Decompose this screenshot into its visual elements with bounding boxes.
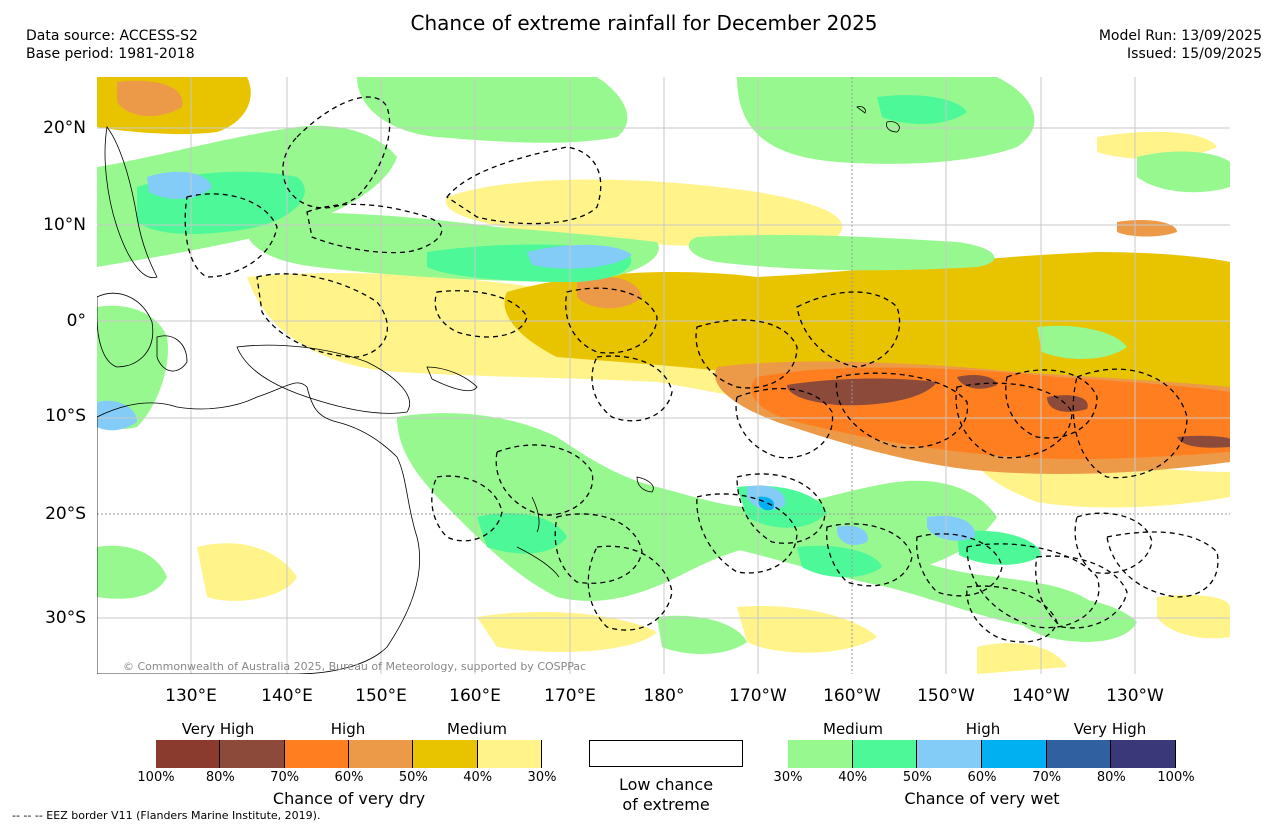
lon-tick-label: 170°E (544, 686, 596, 706)
lat-tick-label: 10°N (43, 215, 86, 235)
lon-tick-label: 150°W (917, 686, 975, 706)
wet-cat-medium: Medium (823, 720, 883, 738)
model-run-label: Model Run: 13/09/2025 (1098, 28, 1262, 44)
data-source-label: Data source: ACCESS-S2 (26, 28, 198, 44)
wet-legend-title: Chance of very wet (904, 789, 1060, 808)
dry-percent-label: 100% (137, 770, 175, 785)
dry-cat-very-high: Very High (181, 720, 255, 738)
neutral-line-2: of extreme (622, 795, 710, 814)
wet-percent-label: 50% (902, 770, 932, 785)
lon-tick-label: 140°W (1012, 686, 1070, 706)
lat-tick-label: 30°S (45, 608, 86, 628)
base-period-label: Base period: 1981-2018 (26, 46, 195, 62)
lon-tick-label: 170°W (729, 686, 787, 706)
wet-color-cell (852, 740, 918, 768)
neutral-line-1: Low chance (618, 775, 714, 794)
lon-tick-label: 140°E (261, 686, 313, 706)
wet-cat-very-high: Very High (1073, 720, 1147, 738)
eez-borders (184, 96, 1219, 643)
wet-medium-light-region (97, 77, 1230, 654)
wet-percent-label: 30% (773, 770, 803, 785)
wet-cat-high: High (965, 720, 1001, 738)
lat-tick-label: 10°S (45, 406, 86, 426)
coastlines (97, 106, 900, 674)
wet-color-cell (1111, 740, 1176, 768)
wet-high-light-region (97, 171, 976, 546)
issued-label: Issued: 15/09/2025 (1127, 46, 1262, 62)
dry-cat-medium: Medium (447, 720, 507, 738)
lon-tick-label: 160°W (823, 686, 881, 706)
lon-tick-label: 150°E (355, 686, 407, 706)
wet-percent-label: 100% (1157, 770, 1195, 785)
wet-color-cell (788, 740, 853, 768)
map-gridlines (97, 77, 1230, 674)
eez-footnote: -- -- -- EEZ border V11 (Flanders Marine… (12, 809, 321, 822)
neutral-legend-box (589, 740, 743, 767)
dry-color-cell (349, 740, 414, 768)
lat-tick-label: 20°S (45, 504, 86, 524)
wet-percent-label: 70% (1032, 770, 1062, 785)
rainfall-map (97, 77, 1230, 674)
dry-percent-label: 60% (334, 770, 364, 785)
dry-color-cell (284, 740, 349, 768)
wet-color-cell (917, 740, 982, 768)
dry-percent-label: 40% (463, 770, 493, 785)
lon-tick-label: 130°E (165, 686, 217, 706)
lat-tick-label: 0° (66, 311, 86, 331)
dry-color-cell (413, 740, 478, 768)
wet-color-cell (1046, 740, 1112, 768)
page-title: Chance of extreme rainfall for December … (410, 11, 878, 35)
dry-percent-label: 30% (527, 770, 557, 785)
dry-percent-label: 70% (270, 770, 300, 785)
dry-legend-bar (156, 740, 542, 768)
dry-very-high-region (787, 374, 1230, 448)
wet-color-cell (982, 740, 1047, 768)
source-info: Data source: ACCESS-S2 Base period: 1981… (26, 27, 198, 63)
neutral-legend-label: Low chance of extreme (589, 775, 743, 815)
dry-cat-high: High (330, 720, 366, 738)
dry-color-cell (220, 740, 285, 768)
dry-color-cell (156, 740, 221, 768)
lat-tick-label: 20°N (43, 118, 86, 138)
wet-percent-label: 40% (838, 770, 868, 785)
dry-percent-label: 50% (398, 770, 428, 785)
lon-tick-label: 180° (643, 686, 685, 706)
lon-tick-label: 130°W (1106, 686, 1164, 706)
run-info: Model Run: 13/09/2025 Issued: 15/09/2025 (1099, 27, 1262, 63)
dry-legend-title: Chance of very dry (272, 789, 426, 808)
wet-percent-label: 60% (967, 770, 997, 785)
map-copyright: © Commonwealth of Australia 2025, Bureau… (123, 660, 587, 673)
wet-legend-bar (788, 740, 1176, 768)
wet-percent-label: 80% (1096, 770, 1126, 785)
lon-tick-label: 160°E (449, 686, 501, 706)
dry-color-cell (477, 740, 542, 768)
dry-percent-label: 80% (205, 770, 235, 785)
